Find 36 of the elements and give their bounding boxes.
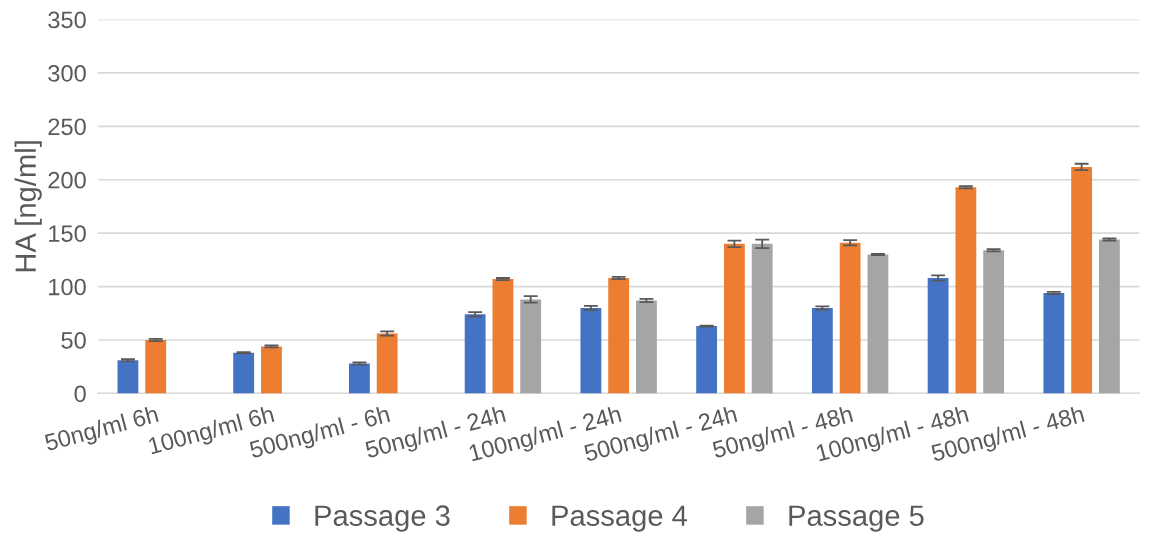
bar: [261, 346, 282, 394]
bar: [376, 333, 398, 394]
bar: [955, 187, 977, 394]
bar: [867, 254, 889, 394]
bar: [464, 314, 486, 394]
y-tick-label: 300: [48, 65, 86, 82]
bar: [983, 250, 1005, 394]
bar: [811, 307, 833, 394]
bar: [751, 243, 773, 394]
y-tick-label: 100: [49, 278, 86, 296]
y-tick-label: 50: [61, 332, 86, 349]
bar: [348, 363, 370, 394]
bar: [696, 326, 718, 394]
legend-label: Passage 5: [789, 505, 924, 532]
legend-label: Passage 3: [315, 505, 450, 532]
bar: [520, 299, 542, 394]
bar: [1098, 239, 1120, 394]
bar: [636, 300, 657, 394]
bar: [927, 278, 949, 394]
bar: [1071, 166, 1093, 394]
bar: [723, 243, 745, 394]
y-tick-label: 250: [48, 118, 86, 136]
bar: [608, 278, 630, 394]
bar: [1043, 292, 1065, 394]
legend-label: Passage 4: [552, 505, 687, 532]
y-tick-label: 350: [48, 11, 86, 29]
bar: [233, 352, 255, 394]
bar: [117, 360, 139, 394]
y-tick-label: 150: [49, 225, 86, 242]
y-tick-label: 200: [48, 171, 86, 189]
bar: [492, 279, 514, 394]
bar: [580, 307, 602, 394]
y-axis-title: HA [ng/ml]: [14, 141, 42, 272]
bar: [145, 339, 167, 394]
y-tick-label: 0: [74, 385, 86, 403]
bar: [839, 242, 861, 394]
